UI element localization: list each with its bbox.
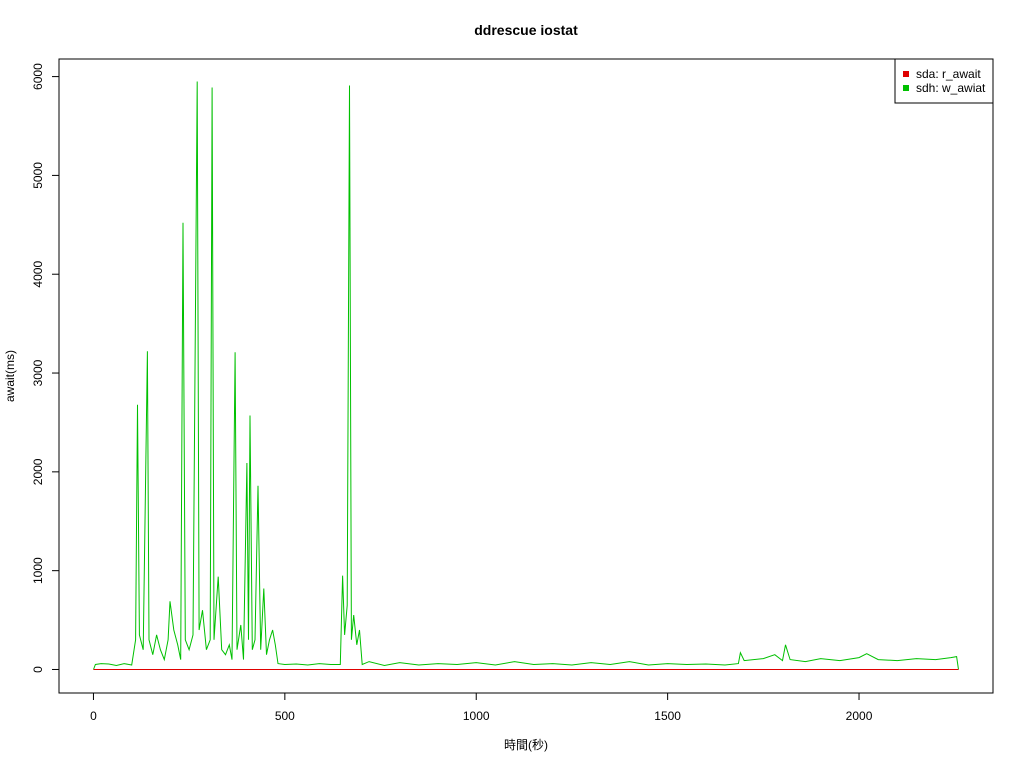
y-tick-label: 3000 — [31, 359, 45, 386]
legend-label: sdh: w_awiat — [916, 81, 986, 95]
y-tick-label: 0 — [31, 666, 45, 673]
legend-box — [894, 58, 994, 104]
x-tick-label: 1000 — [463, 709, 490, 723]
x-tick-label: 2000 — [846, 709, 873, 723]
x-axis-label: 時間(秒) — [504, 738, 548, 752]
x-tick-label: 0 — [90, 709, 97, 723]
legend-swatch — [903, 71, 909, 77]
y-tick-label: 6000 — [31, 63, 45, 90]
legend-swatch — [903, 85, 909, 91]
y-tick-label: 5000 — [31, 162, 45, 189]
x-tick-label: 1500 — [654, 709, 681, 723]
y-tick-label: 4000 — [31, 261, 45, 288]
y-tick-label: 2000 — [31, 458, 45, 485]
y-axis-label: await(ms) — [3, 350, 17, 402]
legend-label: sda: r_await — [916, 67, 981, 81]
x-tick-label: 500 — [275, 709, 295, 723]
series-line — [93, 81, 959, 670]
chart-title: ddrescue iostat — [474, 22, 578, 38]
y-tick-label: 1000 — [31, 557, 45, 584]
